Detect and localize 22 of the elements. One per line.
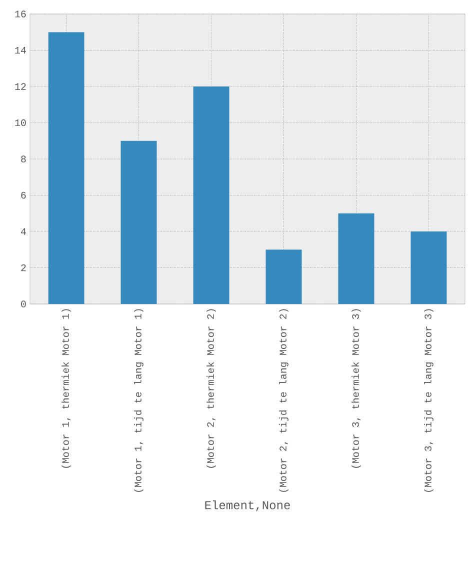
bar bbox=[266, 250, 302, 304]
y-tick-label: 10 bbox=[15, 119, 26, 126]
x-tick-label: (Motor 3, thermiek Motor 3) bbox=[352, 309, 361, 468]
bar bbox=[410, 232, 447, 304]
y-tick-label: 2 bbox=[21, 264, 26, 272]
x-tick-label: (Motor 3, tijd te lang Motor 3) bbox=[424, 309, 434, 492]
x-tick-label: (Motor 1, tijd te lang Motor 1) bbox=[134, 309, 144, 492]
y-tick-label: 6 bbox=[21, 192, 26, 199]
x-tick-label: (Motor 1, thermiek Motor 1) bbox=[62, 309, 71, 468]
y-tick-label: 8 bbox=[21, 156, 26, 162]
bar bbox=[120, 140, 157, 304]
y-tick-label: 16 bbox=[15, 10, 26, 18]
x-tick-label: (Motor 2, thermiek Motor 2) bbox=[206, 309, 216, 468]
y-tick-label: 12 bbox=[15, 83, 26, 90]
x-tick-label: (Motor 2, tijd te lang Motor 2) bbox=[279, 309, 288, 492]
bar bbox=[193, 86, 230, 304]
y-tick-label: 4 bbox=[20, 228, 26, 235]
x-axis-title: Element,None bbox=[205, 500, 290, 512]
bar bbox=[48, 32, 84, 304]
y-tick-label: 14 bbox=[15, 46, 26, 54]
y-tick-label: 0 bbox=[21, 300, 26, 308]
bar bbox=[338, 213, 374, 304]
